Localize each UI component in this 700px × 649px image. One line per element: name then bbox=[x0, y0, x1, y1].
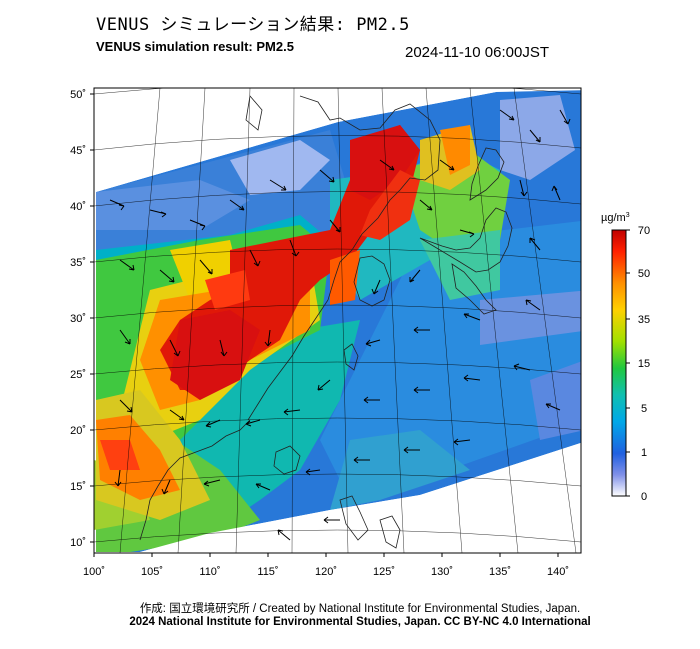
lat-tick-label: 35˚ bbox=[70, 257, 86, 269]
lon-tick-label: 115˚ bbox=[257, 566, 278, 578]
lon-tick-label: 125˚ bbox=[373, 566, 395, 578]
lat-tick-label: 40˚ bbox=[70, 201, 86, 213]
license-notice: 2024 National Institute for Environmenta… bbox=[129, 616, 591, 628]
axis-ticks bbox=[90, 93, 559, 557]
lat-tick-label: 25˚ bbox=[70, 369, 86, 381]
colorbar-scale bbox=[611, 229, 627, 497]
lon-tick-label: 140˚ bbox=[547, 566, 569, 578]
lat-tick-label: 20˚ bbox=[70, 425, 86, 437]
lat-tick-label: 15˚ bbox=[70, 481, 86, 493]
lon-tick-label: 135˚ bbox=[489, 566, 511, 578]
colorbar-level: 0 bbox=[641, 491, 647, 503]
lat-tick-label: 10˚ bbox=[70, 537, 86, 549]
latitude-tick-labels: 50˚ 45˚ 40˚ 35˚ 30˚ 25˚ 20˚ 15˚ 10˚ bbox=[70, 89, 86, 549]
lat-tick-label: 50˚ bbox=[70, 89, 86, 101]
colorbar-level: 35 bbox=[638, 314, 650, 326]
colorbar-level: 15 bbox=[638, 358, 650, 370]
lat-tick-label: 45˚ bbox=[70, 145, 86, 157]
lon-tick-label: 110˚ bbox=[199, 566, 220, 578]
lon-tick-label: 100˚ bbox=[83, 566, 105, 578]
colorbar: µg/m3 70 50 35 15 5 1 0 bbox=[601, 212, 650, 503]
lon-tick-label: 120˚ bbox=[315, 566, 337, 578]
colorbar-level: 1 bbox=[641, 447, 647, 459]
timestamp: 2024-11-10 06:00JST bbox=[405, 44, 549, 61]
plot-frame bbox=[93, 87, 582, 554]
page-title-english: VENUS simulation result: PM2.5 bbox=[96, 39, 294, 54]
colorbar-level: 5 bbox=[641, 403, 647, 415]
colorbar-level: 50 bbox=[638, 268, 650, 280]
creator-credit: 作成: 国立環境研究所 / Created by National Instit… bbox=[139, 603, 581, 615]
concentration-field bbox=[94, 88, 581, 553]
colorbar-unit: µg/m3 bbox=[601, 212, 630, 224]
longitude-tick-labels: 100˚ 105˚ 110˚ 115˚ 120˚ 125˚ 130˚ 135˚ … bbox=[83, 566, 569, 578]
graticule bbox=[94, 88, 581, 553]
lon-tick-label: 105˚ bbox=[141, 566, 163, 578]
coastlines bbox=[139, 95, 513, 549]
page-title-japanese: VENUS シミュレーション結果: PM2.5 bbox=[96, 15, 410, 35]
lon-tick-label: 130˚ bbox=[431, 566, 453, 578]
lat-tick-label: 30˚ bbox=[70, 313, 86, 325]
colorbar-level: 70 bbox=[638, 225, 650, 237]
wind-vectors bbox=[109, 109, 571, 541]
